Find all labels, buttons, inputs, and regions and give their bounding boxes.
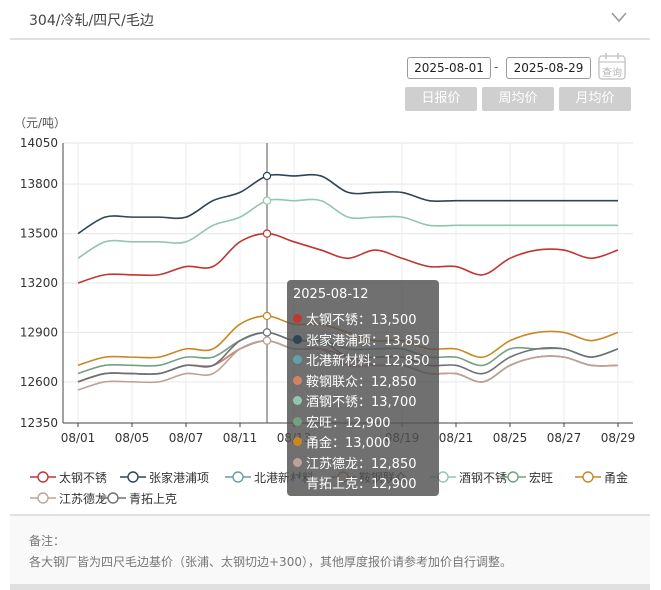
legend-label: 酒钢不锈	[459, 471, 508, 485]
legend-label: 太钢不锈	[59, 471, 108, 485]
start-date-input[interactable]: 2025-08-01	[407, 57, 491, 79]
x-tick-label: 08/27	[547, 431, 582, 445]
legend-marker-icon	[120, 471, 146, 483]
x-tick-label: 08/25	[493, 431, 528, 445]
query-button[interactable]: 查询	[597, 51, 627, 81]
tooltip-date: 2025-08-12	[293, 287, 369, 302]
hover-point-0	[262, 229, 272, 238]
legend-label: 青拓上克	[129, 492, 178, 506]
notes-section: 备注： 各大钢厂皆为四尺毛边基价（张浦、太钢切边+300），其他厚度报价请参考加…	[10, 514, 650, 586]
legend-marker-icon	[30, 471, 56, 483]
bottom-divider	[10, 584, 650, 590]
calendar-icon	[598, 53, 626, 80]
x-tick-label: 08/21	[439, 431, 474, 445]
y-tick-label: 13500	[20, 227, 58, 241]
tooltip-value: 酒钢不锈：13,700	[306, 395, 417, 410]
date-separator: -	[494, 60, 499, 74]
legend-label: 甬金	[604, 471, 629, 485]
chevron-down-icon[interactable]	[610, 10, 628, 24]
note-title: 备注：	[29, 534, 66, 548]
series-dot-icon	[293, 457, 302, 467]
hover-point-8	[262, 328, 272, 337]
x-tick-label: 08/01	[61, 431, 96, 445]
y-tick-label: 12350	[20, 416, 58, 430]
series-dot-icon	[293, 478, 302, 487]
hover-point-7	[262, 336, 272, 345]
legend-marker-icon	[575, 471, 601, 483]
series-line-4	[77, 198, 618, 259]
tooltip-value: 宏旺：12,900	[306, 415, 391, 431]
series-line-0	[77, 232, 619, 284]
hover-point-4	[262, 196, 272, 205]
monthly-avg-button[interactable]: 月均价	[559, 87, 631, 111]
tooltip-value: 太钢不锈：13,500	[306, 313, 417, 328]
series-dot-icon	[293, 355, 302, 364]
y-tick-label: 12900	[20, 325, 58, 339]
x-tick-label: 08/11	[223, 431, 258, 445]
series-dot-icon	[293, 375, 302, 385]
chart-tooltip: 2025-08-12 太钢不锈：13,500 张家港浦项：13,850 北港新材料：…	[287, 280, 439, 496]
weekly-avg-button[interactable]: 周均价	[482, 87, 554, 111]
legend-label: 江苏德龙	[59, 492, 108, 506]
legend-marker-icon	[100, 492, 126, 504]
tooltip-value: 江苏德龙：12,850	[306, 456, 417, 472]
query-label: 查询	[602, 68, 622, 79]
page-title: 304/冷轧/四尺/毛边	[29, 13, 154, 29]
legend-marker-icon	[225, 471, 251, 483]
series-dot-icon	[293, 437, 302, 446]
tooltip-value: 张家港浦项：13,850	[306, 333, 430, 349]
tooltip-value: 北港新材料：12,850	[306, 354, 430, 369]
hover-point-1	[262, 171, 272, 181]
tooltip-value: 甬金：13,000	[306, 436, 391, 451]
series-dot-icon	[293, 396, 302, 405]
daily-price-button[interactable]: 日报价	[405, 87, 477, 111]
x-tick-label: 08/05	[115, 431, 150, 445]
tooltip-value: 鞍钢联众：12,850	[306, 374, 417, 390]
y-tick-label: 14050	[20, 136, 58, 150]
x-tick-label: 08/07	[169, 431, 204, 445]
note-text: 各大钢厂皆为四尺毛边基价（张浦、太钢切边+300），其他厚度报价请参考加价自行调…	[29, 555, 512, 569]
hover-point-6	[262, 311, 272, 321]
legend-label: 宏旺	[529, 471, 554, 485]
series-dot-icon	[293, 314, 302, 323]
legend-label: 张家港浦项	[149, 471, 210, 485]
tooltip-value: 青拓上克：12,900	[306, 477, 417, 492]
x-tick-label: 08/29	[601, 431, 636, 445]
series-dot-icon	[293, 334, 302, 344]
y-tick-label: 13200	[20, 276, 58, 290]
legend-marker-icon	[30, 492, 56, 504]
y-tick-label: 13800	[20, 177, 58, 191]
end-date-input[interactable]: 2025-08-29	[506, 57, 591, 79]
series-dot-icon	[293, 416, 302, 426]
page-header: 304/冷轧/四尺/毛边	[10, 0, 650, 40]
legend-marker-icon	[500, 471, 526, 483]
series-line-1	[77, 173, 618, 235]
y-tick-label: 12600	[20, 375, 58, 389]
y-axis-unit: （元/吨）	[14, 116, 67, 130]
